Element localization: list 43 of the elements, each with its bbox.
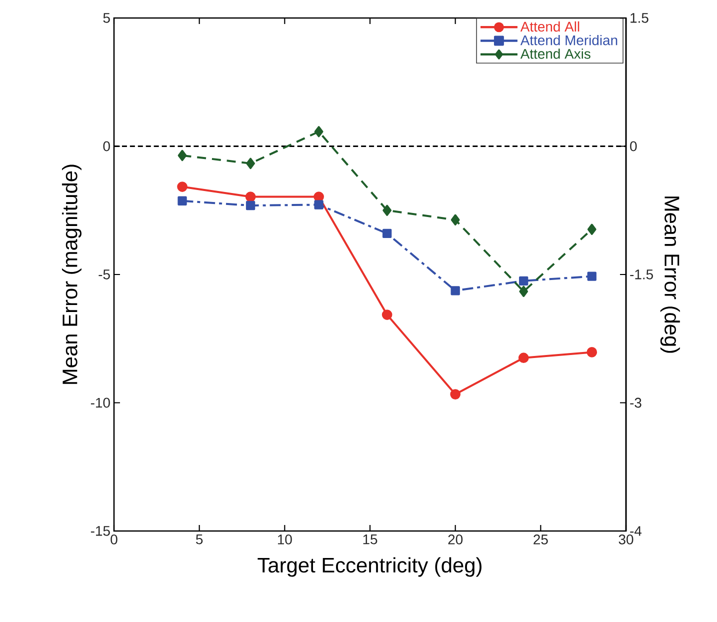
- point: [246, 158, 255, 170]
- point: [450, 389, 461, 400]
- x-tick-label: 25: [534, 534, 548, 544]
- legend-label: Attend Axis: [520, 48, 590, 59]
- point: [450, 214, 460, 226]
- point: [450, 286, 460, 296]
- y2-axis-title: Mean Error (deg): [660, 196, 680, 353]
- point: [177, 182, 188, 192]
- point: [518, 352, 529, 364]
- point: [314, 200, 324, 210]
- point: [382, 204, 392, 216]
- x-tick-label: 15: [363, 534, 378, 544]
- y2-tick-label: -4: [630, 526, 642, 536]
- y2-tick-label: -3: [630, 398, 642, 408]
- point: [314, 126, 324, 138]
- point: [382, 310, 392, 320]
- point: [382, 228, 392, 238]
- point: [519, 286, 528, 298]
- legend-label: Attend All: [520, 21, 580, 32]
- x-axis-title: Target Eccentricity (deg): [258, 557, 482, 577]
- y-tick-label: -10: [90, 398, 110, 408]
- point: [587, 224, 596, 235]
- point: [178, 196, 187, 206]
- point: [178, 150, 187, 162]
- legend-label: Attend Meridian: [520, 34, 618, 46]
- y2-tick-label: -1.5: [630, 270, 653, 280]
- x-tick-label: 30: [618, 534, 634, 544]
- point: [586, 347, 598, 358]
- point: [587, 272, 596, 281]
- x-tick-label: 20: [448, 534, 463, 544]
- x-tick-label: 5: [196, 534, 203, 544]
- y-tick-label: 5: [103, 13, 110, 23]
- x-tick-label: 10: [278, 534, 292, 544]
- y-axis-title: Mean Error (magnitude): [62, 164, 82, 384]
- x-tick-label: 0: [110, 534, 118, 544]
- y-tick-label: -15: [90, 526, 110, 536]
- point: [245, 192, 256, 202]
- y2-tick-label: 1.5: [630, 13, 648, 23]
- point: [246, 200, 256, 210]
- point: [519, 276, 528, 286]
- y-tick-label: 0: [103, 141, 110, 152]
- y-tick-label: -5: [98, 270, 110, 280]
- y2-tick-label: 0: [630, 141, 637, 152]
